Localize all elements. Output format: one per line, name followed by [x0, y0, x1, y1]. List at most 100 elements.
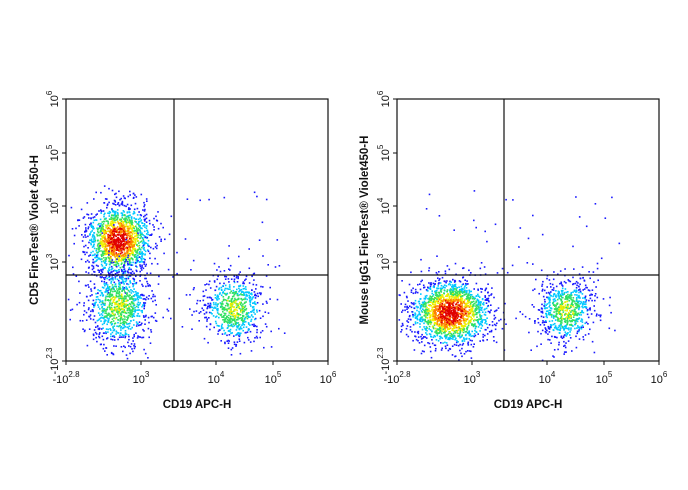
event-dot [234, 297, 236, 300]
event-dot [124, 303, 126, 306]
event-dot [131, 235, 133, 238]
event-dot [105, 290, 108, 293]
event-dot [448, 347, 451, 350]
event-dot [496, 322, 498, 325]
event-dot [89, 234, 91, 236]
event-dot [432, 314, 435, 316]
event-dot [141, 246, 143, 249]
event-dot [443, 286, 445, 289]
event-dot [150, 234, 153, 236]
event-dot [111, 220, 114, 223]
event-dot [460, 320, 462, 323]
event-dot [108, 187, 110, 190]
event-dot [121, 213, 124, 215]
event-dot [498, 319, 500, 322]
event-dot [138, 225, 140, 227]
event-dot [112, 288, 115, 290]
event-dot [113, 299, 115, 301]
event-dot [88, 261, 90, 263]
event-dot [430, 282, 432, 284]
event-dot [119, 320, 121, 322]
event-dot [148, 295, 150, 297]
event-dot [122, 256, 124, 259]
event-dot [118, 294, 121, 296]
event-dot [438, 310, 441, 312]
event-dot [237, 325, 240, 328]
event-dot [475, 325, 478, 328]
event-dot [454, 285, 457, 288]
event-dot [108, 224, 111, 227]
event-dot [231, 292, 234, 294]
event-dot [154, 246, 157, 248]
event-dot [453, 285, 455, 288]
event-dot [239, 334, 241, 336]
event-dot [451, 312, 454, 315]
event-dot [435, 347, 437, 350]
event-dot [100, 222, 102, 225]
event-dot [105, 241, 108, 243]
event-dot [110, 265, 113, 268]
event-dot [128, 295, 130, 298]
event-dot [420, 338, 423, 340]
event-dot [447, 308, 450, 310]
event-dot [440, 342, 442, 344]
event-dot [117, 311, 119, 314]
event-dot [477, 322, 480, 324]
event-dot [441, 303, 444, 305]
event-dot [463, 305, 466, 308]
event-dot [140, 310, 143, 312]
event-dot [444, 323, 446, 326]
event-dot [254, 297, 257, 299]
event-dot [124, 292, 127, 294]
event-dot [220, 303, 223, 306]
event-dot [459, 309, 461, 312]
event-dot [464, 311, 467, 313]
event-dot [104, 291, 106, 293]
event-dot [112, 290, 114, 293]
event-dot [117, 244, 119, 247]
event-dot [154, 295, 156, 298]
event-dot [435, 271, 438, 274]
event-dot [449, 290, 451, 292]
event-dot [90, 288, 92, 290]
x-tick-label: 104 [208, 370, 225, 386]
event-dot [488, 324, 491, 326]
event-dot [230, 324, 233, 327]
event-dot [113, 306, 116, 309]
event-dot [486, 326, 489, 329]
event-dot [123, 345, 125, 347]
event-dot [106, 308, 108, 310]
event-dot [113, 203, 115, 205]
event-dot [109, 273, 111, 275]
event-dot [243, 321, 245, 323]
event-dot [123, 240, 125, 242]
event-dot [112, 235, 115, 238]
event-dot [111, 239, 113, 241]
event-dot [145, 296, 148, 299]
event-dot [432, 336, 435, 339]
event-dot [122, 336, 124, 338]
event-dot [88, 217, 90, 219]
event-dot [248, 294, 250, 297]
event-dot [223, 289, 226, 291]
event-dot [120, 244, 123, 246]
event-dot [129, 242, 132, 244]
event-dot [132, 253, 134, 256]
event-dot [224, 304, 227, 307]
event-dot [238, 328, 240, 330]
event-dot [111, 252, 113, 254]
event-dot [117, 313, 119, 315]
event-dot [413, 349, 416, 351]
event-dot [450, 323, 453, 325]
event-dot [98, 250, 100, 252]
event-dot [480, 262, 483, 264]
event-dot [103, 278, 106, 281]
event-dot [440, 291, 443, 293]
event-dot [129, 214, 131, 216]
event-dot [463, 300, 465, 303]
event-dot [147, 357, 149, 359]
event-dot [231, 347, 234, 349]
event-dot [125, 223, 128, 226]
event-dot [449, 325, 451, 327]
event-dot [104, 253, 107, 256]
